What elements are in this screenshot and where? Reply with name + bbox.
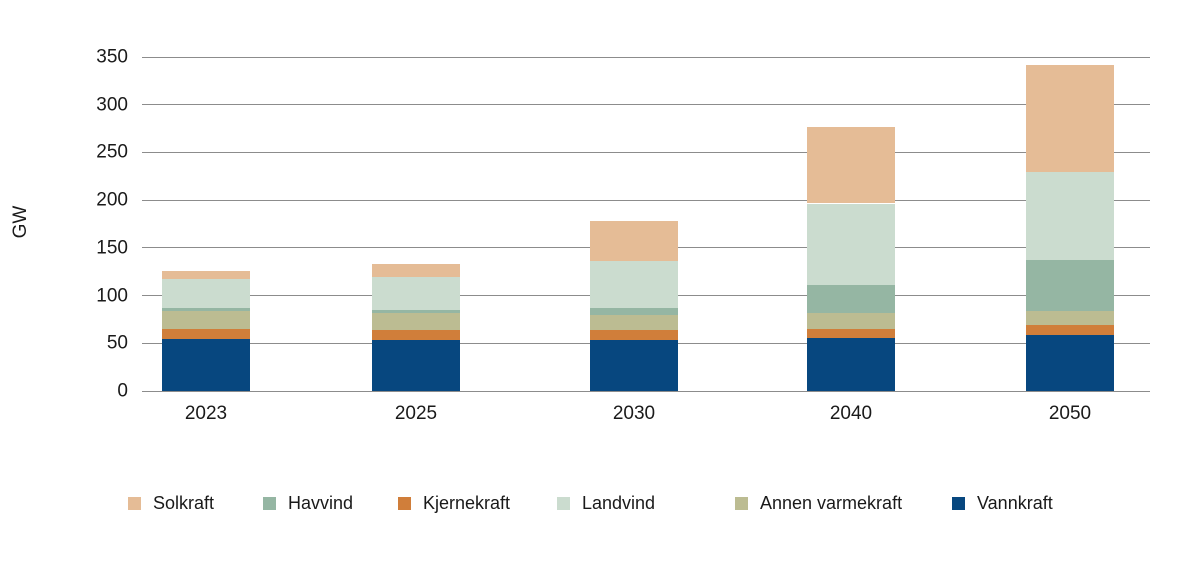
x-tick-label: 2025 xyxy=(394,403,438,424)
bar-segment-annen-varmekraft xyxy=(1026,310,1114,325)
bar-segment-solkraft xyxy=(162,271,250,279)
bar-2025 xyxy=(372,263,460,391)
gridline xyxy=(142,390,1150,392)
legend-label: Solkraft xyxy=(153,493,215,513)
bar-segment-landvind xyxy=(372,276,460,310)
legend-swatch-havvind xyxy=(263,496,276,510)
y-tick-label: 0 xyxy=(117,380,128,402)
legend-label: Vannkraft xyxy=(977,493,1053,513)
legend-label: Havvind xyxy=(288,493,354,513)
bar-segment-annen-varmekraft xyxy=(590,314,678,331)
bar-2023 xyxy=(162,271,250,391)
bar-segment-kjernekraft xyxy=(590,330,678,341)
bar-segment-havvind xyxy=(372,309,460,313)
bar-segment-vannkraft xyxy=(372,339,460,391)
bar-segment-kjernekraft xyxy=(162,329,250,340)
x-tick-label: 2040 xyxy=(829,403,873,424)
legend-label: Landvind xyxy=(582,493,656,513)
bar-segment-solkraft xyxy=(372,263,460,277)
legend-swatch-kjernekraft xyxy=(398,496,411,510)
bar-2030 xyxy=(590,221,678,391)
gridline xyxy=(142,104,1150,106)
bar-segment-vannkraft xyxy=(807,337,895,391)
bar-segment-landvind xyxy=(1026,171,1114,260)
bar-segment-havvind xyxy=(590,307,678,315)
bar-segment-havvind xyxy=(1026,259,1114,311)
bar-segment-solkraft xyxy=(807,127,895,204)
bar-segment-landvind xyxy=(162,278,250,309)
bar-segment-landvind xyxy=(807,203,895,285)
legend-swatch-landvind xyxy=(557,496,570,510)
bar-segment-landvind xyxy=(590,260,678,308)
bar-segment-annen-varmekraft xyxy=(372,312,460,330)
y-axis-title: GW xyxy=(10,205,31,239)
bar-segment-annen-varmekraft xyxy=(162,310,250,330)
gridline xyxy=(142,199,1150,201)
bar-2050 xyxy=(1026,64,1114,391)
legend-item-vannkraft: Vannkraft xyxy=(952,494,1053,512)
legend-item-landvind: Landvind xyxy=(557,494,655,512)
bar-segment-vannkraft xyxy=(162,339,250,391)
x-tick-label: 2030 xyxy=(612,403,656,424)
legend-item-annen-varmekraft: Annen varmekraft xyxy=(735,494,902,512)
legend-swatch-annen-varmekraft xyxy=(735,496,748,510)
bar-2040 xyxy=(807,127,895,391)
bar-segment-kjernekraft xyxy=(1026,324,1114,336)
x-tick-label: 2050 xyxy=(1048,403,1092,424)
bar-segment-vannkraft xyxy=(1026,335,1114,391)
legend-item-kjernekraft: Kjernekraft xyxy=(398,494,510,512)
bar-segment-solkraft xyxy=(1026,64,1114,172)
legend-item-solkraft: Solkraft xyxy=(128,494,214,512)
y-tick-label: 350 xyxy=(96,46,128,68)
legend-swatch-vannkraft xyxy=(952,496,965,510)
y-tick-label: 200 xyxy=(96,189,128,211)
y-tick-label: 300 xyxy=(96,94,128,116)
legend-swatch-solkraft xyxy=(128,496,141,510)
legend-label: Kjernekraft xyxy=(423,493,511,513)
bar-segment-vannkraft xyxy=(590,340,678,391)
bar-segment-kjernekraft xyxy=(372,329,460,340)
y-tick-label: 250 xyxy=(96,141,128,163)
bar-segment-havvind xyxy=(807,284,895,313)
y-tick-label: 50 xyxy=(106,332,128,354)
plot-area xyxy=(142,56,1150,392)
y-tick-label: 150 xyxy=(96,237,128,259)
gridline xyxy=(142,151,1150,153)
gridline xyxy=(142,56,1150,58)
legend-label: Annen varmekraft xyxy=(760,493,903,513)
legend-item-havvind: Havvind xyxy=(263,494,353,512)
bar-segment-kjernekraft xyxy=(807,328,895,338)
bar-segment-solkraft xyxy=(590,221,678,261)
bar-segment-annen-varmekraft xyxy=(807,312,895,329)
y-tick-label: 100 xyxy=(96,285,128,307)
bar-segment-havvind xyxy=(162,308,250,311)
x-tick-label: 2023 xyxy=(184,403,228,424)
